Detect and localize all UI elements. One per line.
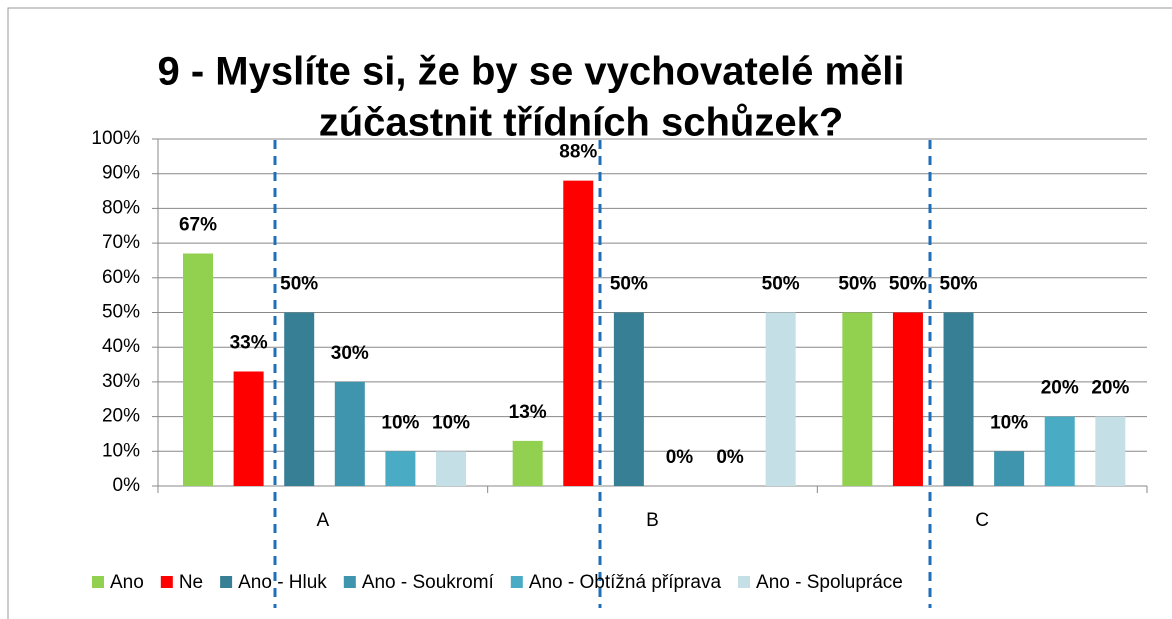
legend-label: Ano - Soukromí [362, 572, 495, 593]
x-tick-label: B [646, 510, 659, 531]
legend-swatch [160, 576, 173, 588]
data-label: 50% [838, 274, 876, 295]
y-tick-label: 0% [113, 475, 141, 496]
bar [1095, 416, 1126, 486]
bar [842, 312, 873, 486]
bar [943, 312, 974, 486]
y-tick-label: 20% [102, 406, 140, 427]
bar [1044, 416, 1075, 486]
bar [563, 180, 594, 486]
x-tick-label: A [316, 510, 329, 531]
y-tick-label: 50% [102, 302, 140, 323]
data-label: 20% [1041, 378, 1079, 399]
data-label: 0% [716, 447, 744, 468]
bar [892, 312, 923, 486]
data-label: 50% [940, 274, 978, 295]
y-tick-label: 90% [102, 163, 140, 184]
data-label: 10% [381, 412, 419, 433]
bar [994, 451, 1025, 486]
x-tick-label: C [975, 510, 989, 531]
bar [436, 451, 466, 486]
y-tick-label: 70% [102, 232, 140, 253]
legend-swatch [510, 576, 523, 588]
data-label: 50% [610, 274, 648, 295]
data-label: 0% [666, 447, 694, 468]
y-tick-label: 100% [91, 128, 140, 149]
legend-label: Ano - Obtížná příprava [529, 572, 722, 593]
legend-swatch [220, 576, 233, 588]
bar [233, 371, 264, 486]
data-label: 10% [432, 412, 470, 433]
bar [284, 312, 315, 486]
data-label: 13% [509, 402, 547, 423]
chart-title-line: zúčastnit třídních schůzek? [319, 101, 844, 145]
y-tick-label: 10% [102, 440, 140, 461]
divider-lines [273, 140, 932, 608]
y-tick-label: 60% [102, 267, 140, 288]
legend-label: Ne [179, 572, 203, 593]
bar [613, 312, 644, 486]
bar [512, 440, 543, 486]
bar [183, 253, 213, 486]
data-label: 50% [889, 274, 927, 295]
data-label: 50% [762, 274, 800, 295]
legend-swatch [343, 576, 356, 588]
legend-label: Ano [110, 572, 144, 593]
legend-label: Ano - Hluk [238, 572, 327, 593]
data-label: 33% [230, 333, 268, 354]
bar [334, 381, 365, 486]
y-tick-label: 30% [102, 371, 140, 392]
data-label: 67% [179, 215, 217, 236]
data-label: 50% [280, 274, 318, 295]
bar [765, 312, 796, 486]
legend-swatch [92, 576, 104, 588]
y-tick-label: 40% [102, 336, 140, 357]
legend-swatch [738, 576, 751, 588]
legend-label: Ano - Spolupráce [756, 572, 903, 593]
data-label: 20% [1091, 378, 1129, 399]
y-tick-label: 80% [102, 197, 140, 218]
data-label: 30% [331, 343, 369, 364]
plot-area: 0% 10% 20% 30% 40% 50% 60% 70% 80% 90% 100% A 67% 33%… [91, 128, 1148, 531]
data-label: 88% [559, 142, 597, 163]
chart-title-line: 9 - Myslíte si, že by se vychovatelé měl… [157, 50, 904, 94]
data-label: 10% [990, 412, 1028, 433]
bar [385, 451, 416, 486]
